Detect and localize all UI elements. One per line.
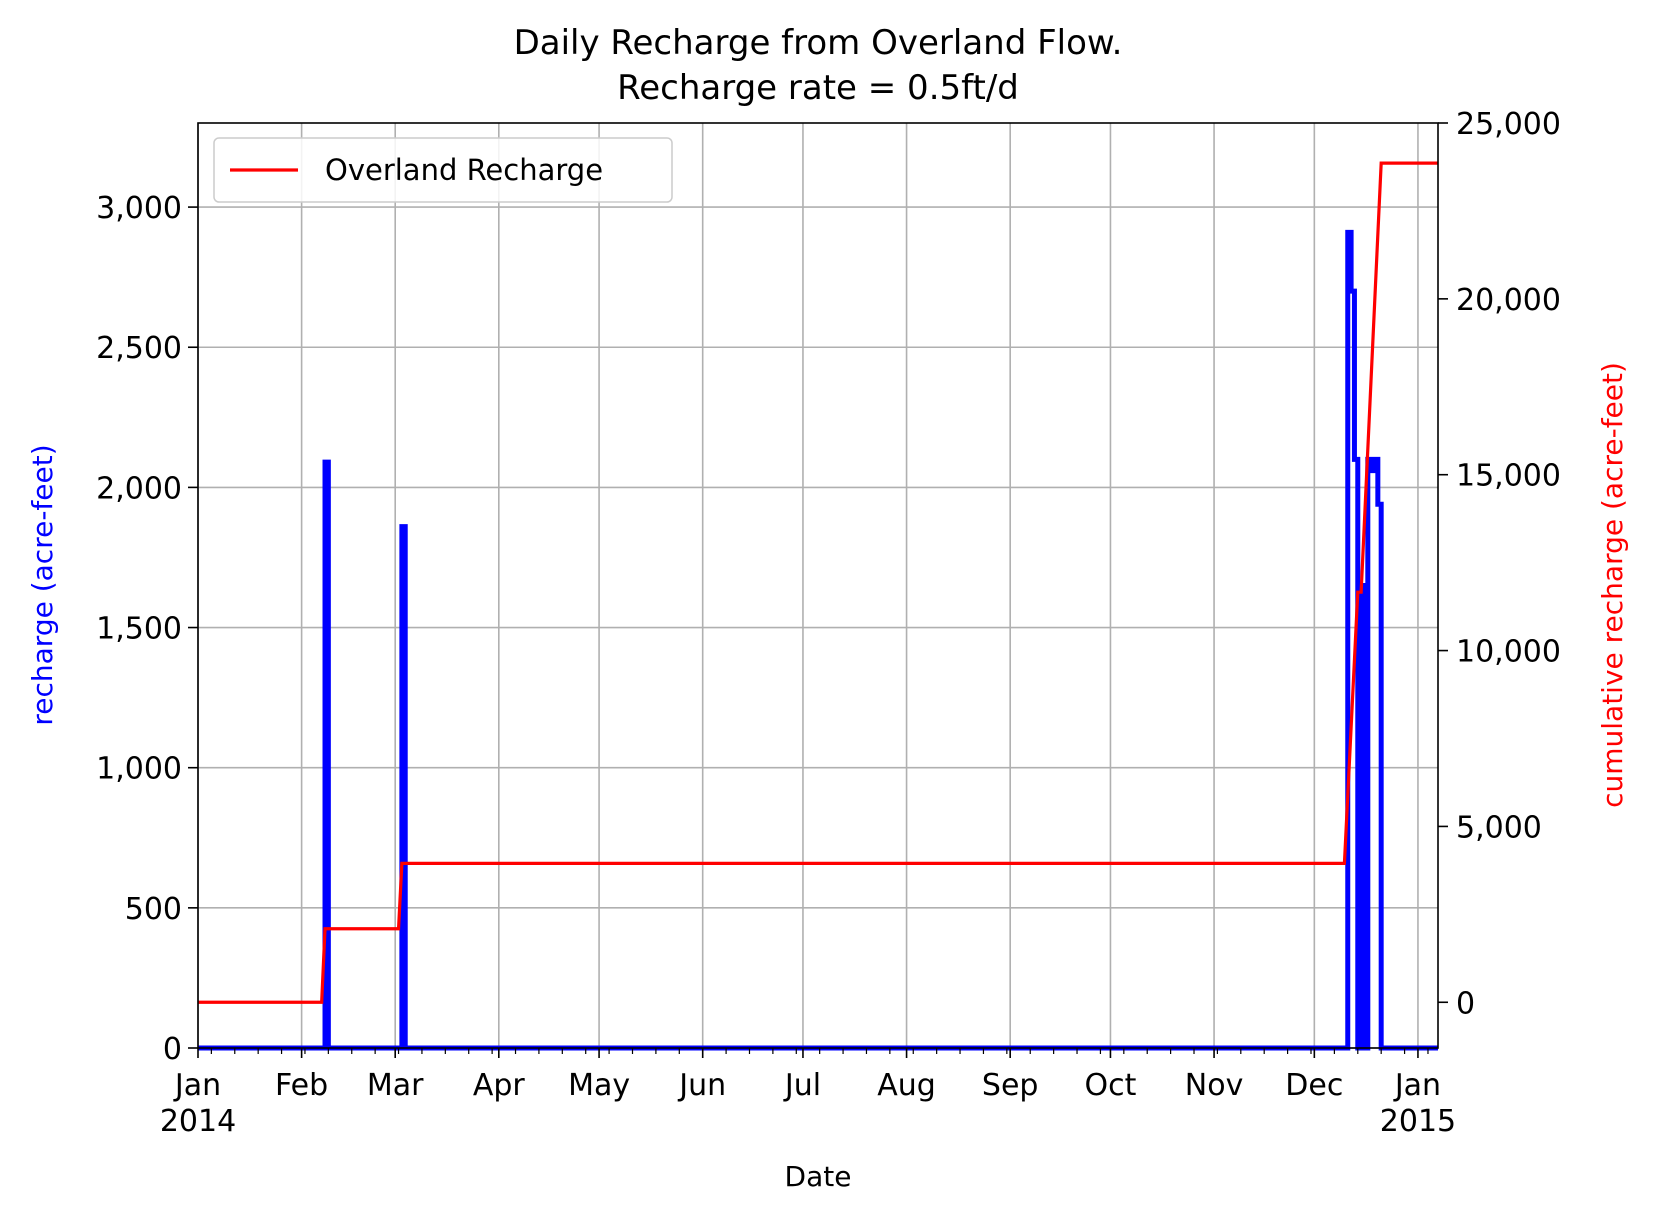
y-right-tick-label-5000: 5,000 [1456, 810, 1542, 845]
y-left-tick-label-1500: 1,500 [96, 612, 182, 647]
legend: Overland Recharge [213, 137, 673, 203]
legend-box [213, 137, 673, 203]
y-left-tick-label-3000: 3,000 [96, 191, 182, 226]
y-right-tick-label-10000: 10,000 [1456, 635, 1561, 670]
x-tick-label-2014-06: Jun [677, 1068, 726, 1103]
x-tick-label-2014-11: Nov [1185, 1068, 1244, 1103]
y-right-tick-label-25000: 25,000 [1456, 107, 1561, 142]
y-left-tick-label-2500: 2,500 [96, 331, 182, 366]
y-right-tick-label-15000: 15,000 [1456, 459, 1561, 494]
x-tick-year-2014: 2014 [160, 1104, 236, 1139]
daily-recharge-line [198, 229, 1438, 1051]
x-tick-label-2014-09: Sep [982, 1068, 1039, 1103]
x-tick-label-2014-08: Aug [877, 1068, 936, 1103]
y-axis-right-label: cumulative recharge (acre-feet) [1596, 362, 1629, 808]
x-tick-label-2014-10: Oct [1085, 1068, 1137, 1103]
y-right-tick-label-20000: 20,000 [1456, 283, 1561, 318]
y-axis-left-label: recharge (acre-feet) [26, 444, 59, 725]
x-tick-label-2014-03: Mar [367, 1068, 424, 1103]
legend-label-overland-recharge: Overland Recharge [325, 153, 603, 187]
chart-subtitle: Recharge rate = 0.5ft/d [617, 68, 1019, 108]
chart-title: Daily Recharge from Overland Flow. [514, 23, 1123, 63]
x-axis-label: Date [785, 1160, 852, 1193]
x-tick-year-2015: 2015 [1380, 1104, 1456, 1139]
x-tick-label-2014-05: May [568, 1068, 630, 1103]
y-left-tick-label-0: 0 [163, 1032, 182, 1067]
x-tick-label-2014-12: Dec [1285, 1068, 1343, 1103]
y-left-tick-label-2000: 2,000 [96, 471, 182, 506]
y-right-tick-label-0: 0 [1456, 986, 1475, 1021]
cumulative-recharge-line [198, 161, 1438, 1004]
y-left-tick-label-1000: 1,000 [96, 752, 182, 787]
x-tick-label-2015-01: Jan [1393, 1068, 1441, 1103]
x-tick-label-2014-04: Apr [473, 1068, 526, 1103]
plot-frame [197, 122, 1439, 1049]
x-tick-label-2014-07: Jul [783, 1068, 821, 1103]
x-tick-label-2014-01: Jan [173, 1068, 221, 1103]
x-tick-label-2014-02: Feb [275, 1068, 328, 1103]
y-left-tick-label-500: 500 [125, 892, 182, 927]
